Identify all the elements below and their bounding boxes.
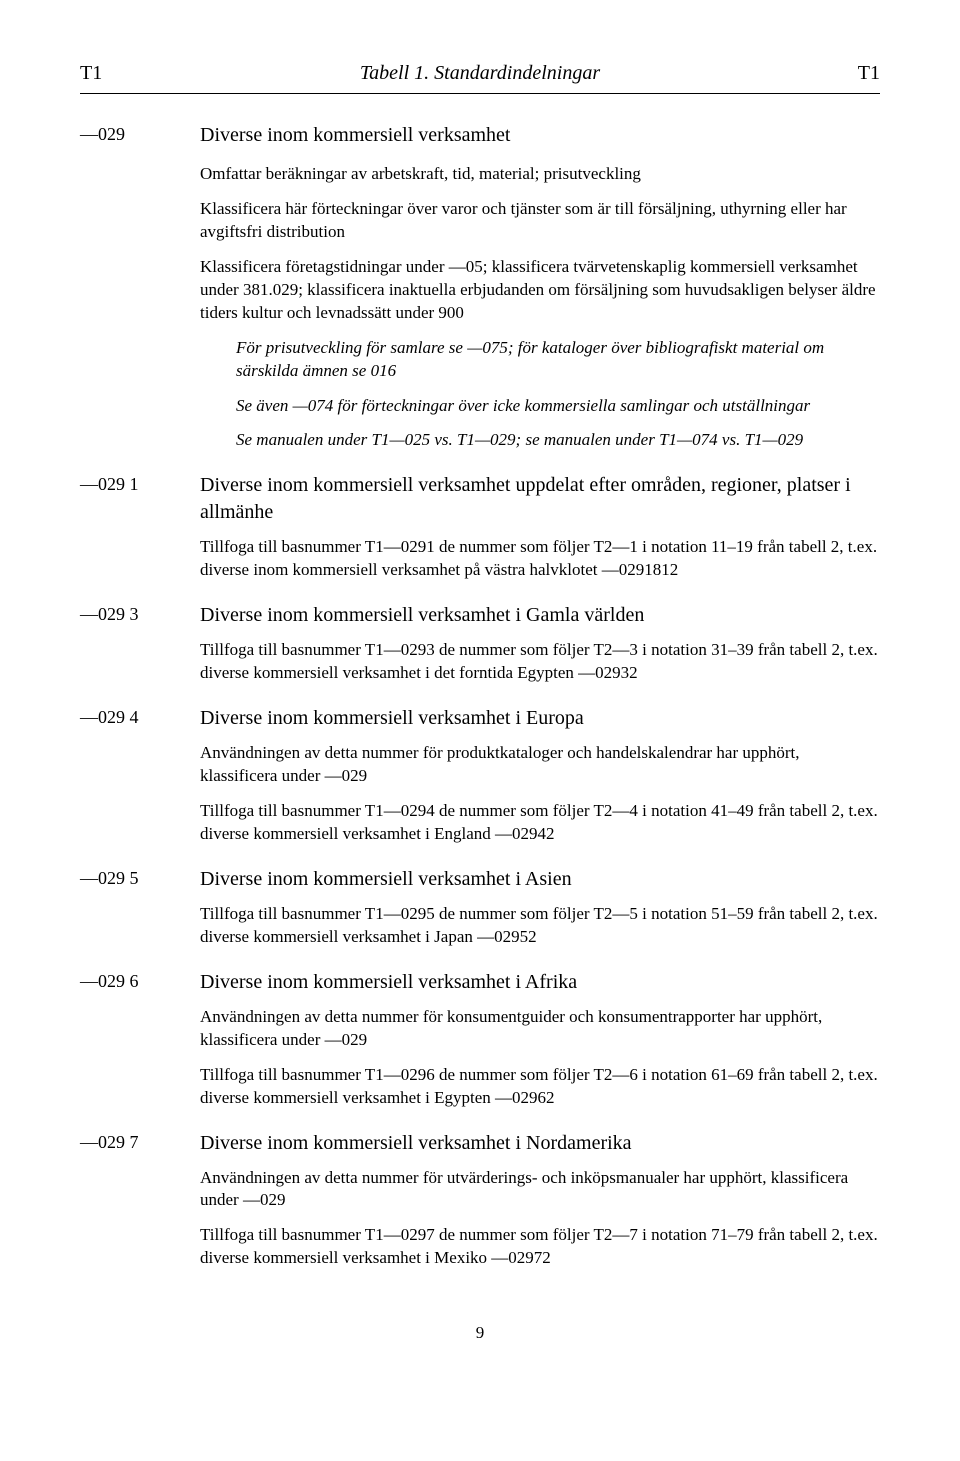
entry: —029 3Diverse inom kommersiell verksamhe… — [80, 602, 880, 697]
entry-paragraph: Tillfoga till basnummer T1—0294 de numme… — [200, 800, 880, 846]
entry-content: Diverse inom kommersiell verksamhet Omfat… — [200, 122, 880, 464]
entry-code: —029 7 — [80, 1130, 200, 1283]
entry-paragraph: Klassificera här förteckningar över varo… — [200, 198, 880, 244]
header-right: T1 — [858, 60, 880, 87]
entry-title: Diverse inom kommersiell verksamhet i As… — [200, 866, 880, 893]
entry: —029 1Diverse inom kommersiell verksamhe… — [80, 472, 880, 594]
header-left: T1 — [80, 60, 102, 87]
entry-content: Diverse inom kommersiell verksamhet i Eu… — [200, 705, 880, 858]
entry-paragraph: Omfattar beräkningar av arbetskraft, tid… — [200, 163, 880, 186]
entry-content: Diverse inom kommersiell verksamhet i As… — [200, 866, 880, 961]
entry-paragraph: Användningen av detta nummer för produkt… — [200, 742, 880, 788]
entry-content: Diverse inom kommersiell verksamhet i No… — [200, 1130, 880, 1283]
entry-title: Diverse inom kommersiell verksamhet i No… — [200, 1130, 880, 1157]
entry-paragraph: Tillfoga till basnummer T1—0296 de numme… — [200, 1064, 880, 1110]
page-number: 9 — [80, 1322, 880, 1345]
entry-paragraph: För prisutveckling för samlare se —075; … — [200, 337, 880, 383]
entry: —029 6Diverse inom kommersiell verksamhe… — [80, 969, 880, 1122]
entry: —029 7Diverse inom kommersiell verksamhe… — [80, 1130, 880, 1283]
entry-paragraph: Tillfoga till basnummer T1—0295 de numme… — [200, 903, 880, 949]
entry-title: Diverse inom kommersiell verksamhet i Af… — [200, 969, 880, 996]
entry-paragraph: Tillfoga till basnummer T1—0293 de numme… — [200, 639, 880, 685]
entry-paragraph: Tillfoga till basnummer T1—0297 de numme… — [200, 1224, 880, 1270]
entry-content: Diverse inom kommersiell verksamhet i Ga… — [200, 602, 880, 697]
entry-code: —029 3 — [80, 602, 200, 697]
entry: —029Diverse inom kommersiell verksamhet O… — [80, 122, 880, 464]
entry-paragraph: Se manualen under T1—025 vs. T1—029; se … — [200, 429, 880, 452]
entry-code: —029 4 — [80, 705, 200, 858]
entry-code: —029 — [80, 122, 200, 464]
entry-code: —029 1 — [80, 472, 200, 594]
entry-content: Diverse inom kommersiell verksamhet uppd… — [200, 472, 880, 594]
entry-code: —029 6 — [80, 969, 200, 1122]
entry-content: Diverse inom kommersiell verksamhet i Af… — [200, 969, 880, 1122]
entry-paragraph: Användningen av detta nummer för utvärde… — [200, 1167, 880, 1213]
header-center: Tabell 1. Standardindelningar — [360, 60, 600, 87]
entry-title: Diverse inom kommersiell verksamhet uppd… — [200, 472, 880, 526]
entries-list: —029Diverse inom kommersiell verksamhet O… — [80, 122, 880, 1282]
entry-paragraph: Tillfoga till basnummer T1—0291 de numme… — [200, 536, 880, 582]
entry-code: —029 5 — [80, 866, 200, 961]
entry-title: Diverse inom kommersiell verksamhet i Eu… — [200, 705, 880, 732]
running-header: T1 Tabell 1. Standardindelningar T1 — [80, 60, 880, 94]
entry-title: Diverse inom kommersiell verksamhet i Ga… — [200, 602, 880, 629]
entry: —029 5Diverse inom kommersiell verksamhe… — [80, 866, 880, 961]
entry-paragraph: Klassificera företagstidningar under —05… — [200, 256, 880, 325]
entry-paragraph: Se även —074 för förteckningar över icke… — [200, 395, 880, 418]
entry-title: Diverse inom kommersiell verksamhet — [200, 122, 880, 149]
entry: —029 4Diverse inom kommersiell verksamhe… — [80, 705, 880, 858]
entry-paragraph: Användningen av detta nummer för konsume… — [200, 1006, 880, 1052]
